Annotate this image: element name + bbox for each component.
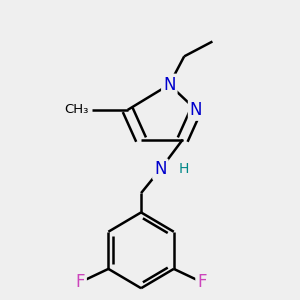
Text: N: N — [190, 101, 202, 119]
Text: N: N — [154, 160, 167, 178]
Text: F: F — [75, 273, 85, 291]
Text: F: F — [197, 273, 207, 291]
Text: H: H — [179, 162, 189, 176]
Text: CH₃: CH₃ — [65, 103, 89, 116]
Text: N: N — [163, 76, 176, 94]
